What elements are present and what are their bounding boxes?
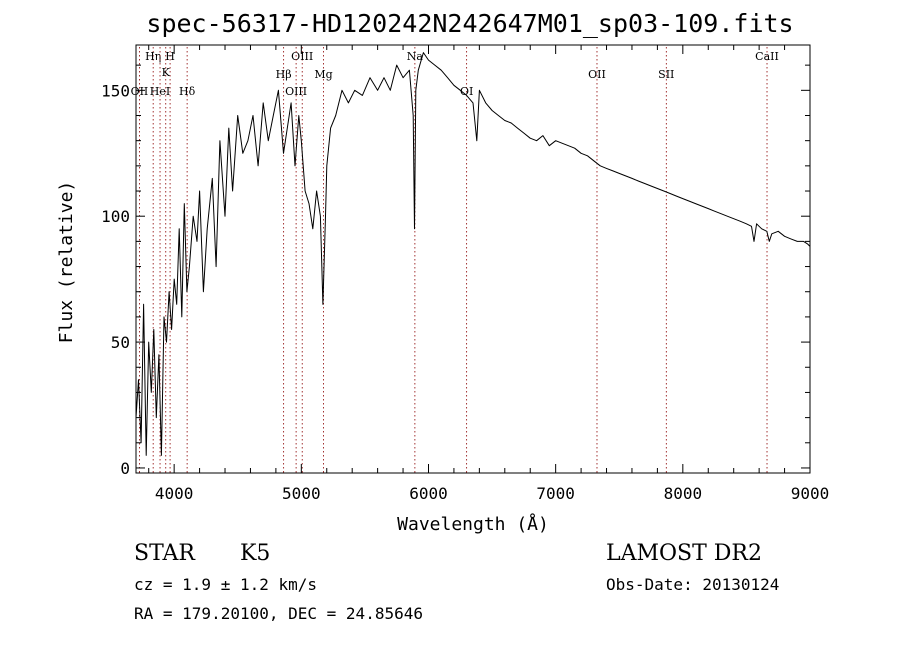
x-axis-label: Wavelength (Å) <box>397 513 549 535</box>
observation-date: Obs-Date: 20130124 <box>606 575 779 594</box>
survey-name: LAMOST DR2 <box>606 541 762 566</box>
marker-label-12: OII <box>588 68 606 81</box>
spectrum-series <box>135 52 811 456</box>
marker-label-9: Mg <box>314 68 332 81</box>
x-tick-label-0: 4000 <box>155 484 194 503</box>
marker-label-7: Hβ <box>276 68 292 81</box>
marker-label-5: Hδ <box>179 85 196 98</box>
marker-label-4: HeI <box>150 85 170 98</box>
axis-ticks: 4000 5000 6000 7000 8000 9000 0 50 100 150 <box>101 45 829 503</box>
x-tick-label-4: 8000 <box>664 484 703 503</box>
marker-label-6: OIII <box>291 50 313 63</box>
object-class: STAR <box>134 541 196 566</box>
coordinates: RA = 179.20100, DEC = 24.85646 <box>134 604 423 623</box>
y-tick-label-3: 150 <box>101 81 130 100</box>
marker-label-13: SII <box>658 68 674 81</box>
marker-label-1: H <box>165 50 175 63</box>
x-tick-label-3: 7000 <box>536 484 575 503</box>
marker-label-14: CaII <box>755 50 779 63</box>
object-subclass: K5 <box>240 541 270 566</box>
marker-label-0: Hη <box>145 50 161 63</box>
x-tick-label-2: 6000 <box>409 484 448 503</box>
marker-label-8: OIII <box>285 85 307 98</box>
y-tick-label-0: 0 <box>120 459 130 478</box>
y-axis-label: Flux (relative) <box>56 181 77 344</box>
y-tick-label-1: 50 <box>111 333 130 352</box>
marker-label-3: OII <box>131 85 149 98</box>
chart-title: spec-56317-HD120242N242647M01_sp03-109.f… <box>146 9 793 38</box>
marker-label-2: K <box>162 66 171 79</box>
spectrum-line-0 <box>135 52 811 456</box>
x-tick-label-1: 5000 <box>282 484 321 503</box>
marker-label-11: OI <box>460 85 473 98</box>
y-tick-label-2: 100 <box>101 207 130 226</box>
marker-label-10: Na <box>407 50 424 63</box>
x-tick-label-5: 9000 <box>791 484 830 503</box>
plot-frame <box>135 44 811 474</box>
redshift-info: cz = 1.9 ± 1.2 km/s <box>134 575 317 594</box>
